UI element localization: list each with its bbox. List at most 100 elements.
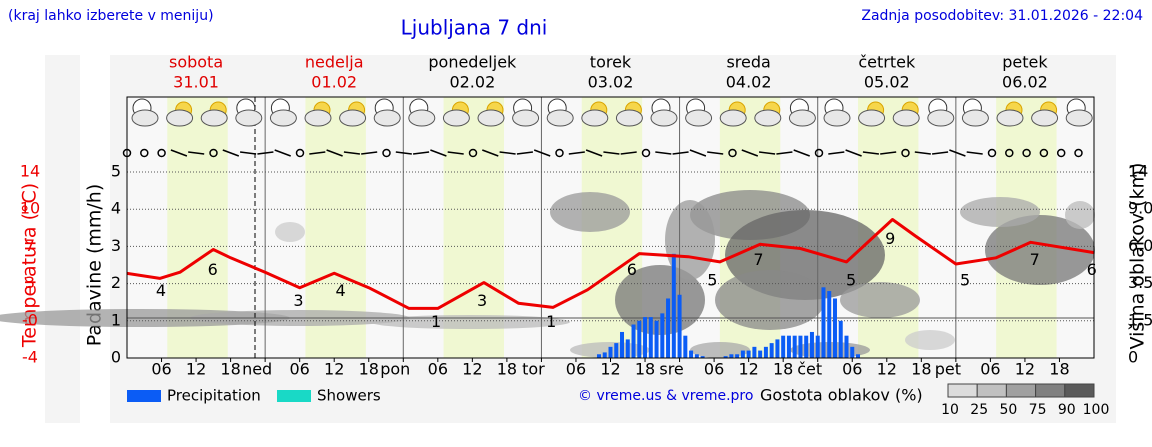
day-name: četrtek — [858, 53, 916, 72]
wind-calm — [901, 148, 910, 158]
temperature-label: 5 — [960, 271, 970, 290]
temperature-label: 1 — [546, 312, 556, 331]
wind-barb — [413, 151, 430, 155]
weather-cloud — [235, 109, 263, 127]
temperature-label: 7 — [753, 250, 763, 269]
wind-barb — [672, 151, 689, 155]
header-note: (kraj lahko izberete v meniju) — [8, 8, 214, 24]
wind-barb — [949, 149, 966, 157]
x-tick-label: 06 — [289, 360, 309, 379]
day-date: 01.02 — [311, 73, 357, 92]
precip-bar — [671, 253, 676, 358]
colorbar-cell — [976, 383, 1007, 398]
day-date: 05.02 — [864, 73, 910, 92]
precip-bar — [631, 324, 636, 358]
precip-bar — [694, 354, 699, 358]
wind-calm — [728, 148, 737, 158]
wind-barb — [862, 151, 879, 155]
wind-calm — [1039, 148, 1049, 158]
precip-bar — [740, 350, 745, 358]
wind-barb — [776, 151, 793, 155]
day-date: 02.02 — [449, 73, 495, 92]
y2-tick-label: 0 — [1128, 348, 1138, 367]
precip-bar — [746, 350, 751, 358]
weather-cloud — [477, 109, 505, 127]
x-tick-label: 18 — [497, 360, 517, 379]
wind-barb — [188, 151, 205, 155]
cloud-blob — [1065, 201, 1095, 229]
weather-cloud — [166, 109, 194, 127]
wind-barb — [533, 149, 551, 157]
precip-bar — [838, 320, 843, 358]
wind-barb — [585, 149, 603, 157]
weather-cloud — [339, 109, 367, 127]
day-date: 04.02 — [726, 73, 772, 92]
weather-cloud — [373, 109, 401, 127]
wind-barb — [966, 151, 983, 155]
wind-calm — [987, 148, 997, 158]
cloud-blob — [275, 222, 305, 242]
temperature-label: 3 — [477, 291, 487, 310]
x-tick-label: 18 — [1049, 360, 1069, 379]
precip-bar — [596, 354, 601, 358]
precip-bar — [723, 356, 728, 358]
x-tick-label: sre — [659, 360, 683, 379]
day-date: 06.02 — [1002, 73, 1048, 92]
precip-bar — [792, 335, 797, 358]
wind-barb — [240, 151, 257, 155]
x-tick-label: pet — [935, 360, 961, 379]
y-axis-label: Padavine (mm/h) — [84, 184, 106, 347]
precip-bar — [775, 339, 780, 358]
wind-calm — [140, 148, 149, 158]
weather-cloud — [996, 109, 1024, 127]
precip-bar — [660, 313, 665, 358]
temperature-label: 3 — [293, 291, 303, 310]
precip-bar — [821, 287, 826, 358]
day-name: ponedeljek — [428, 53, 517, 72]
colorbar-cell — [1064, 383, 1095, 398]
weather-cloud — [858, 109, 886, 127]
x-tick-label: 18 — [773, 360, 793, 379]
precip-bar — [832, 298, 837, 358]
temperature-label: 6 — [627, 260, 637, 279]
precip-bar — [654, 320, 659, 358]
weather-cloud — [719, 109, 747, 127]
legend-swatch — [277, 390, 311, 402]
day-name: nedelja — [305, 53, 364, 72]
precip-bar — [758, 350, 763, 358]
wind-calm — [1056, 148, 1066, 158]
header-updated: Zadnja posodobitev: 31.01.2026 - 22:04 — [861, 8, 1143, 24]
wind-barb — [880, 151, 897, 155]
weather-cloud — [200, 109, 228, 127]
weather-cloud — [269, 109, 297, 127]
wind-barb — [447, 151, 464, 155]
x-tick-label: 06 — [980, 360, 1000, 379]
x-tick-label: 12 — [738, 360, 758, 379]
header-title: Ljubljana 7 dni — [401, 16, 548, 40]
y2-tick-label: 14 — [1128, 162, 1148, 181]
wind-barb — [741, 149, 759, 157]
colorbar-tick-label: 100 — [1083, 402, 1110, 418]
weather-cloud — [685, 109, 713, 127]
colorbar-tick-label: 25 — [970, 402, 988, 418]
temperature-label: 6 — [208, 260, 218, 279]
colorbar-label: Gostota oblakov (%) — [760, 386, 923, 405]
cloud-blob — [690, 342, 750, 358]
precip-bar — [689, 350, 694, 358]
precip-bar — [625, 339, 630, 358]
precip-bar — [781, 335, 786, 358]
temperature-tick-label: 7 — [25, 236, 35, 255]
colorbar-cell — [947, 383, 978, 398]
weather-cloud — [131, 109, 159, 127]
colorbar-tick-label: 75 — [1029, 402, 1047, 418]
wind-barb — [845, 149, 862, 157]
wind-calm — [1022, 148, 1031, 158]
precip-bar — [643, 317, 648, 358]
y-tick-label: 5 — [111, 162, 121, 181]
y2-axis-label: Višina oblakov (km) — [1127, 163, 1149, 350]
precip-bar — [677, 294, 682, 358]
x-tick-label: tor — [522, 360, 545, 379]
plot-frame — [126, 96, 1095, 359]
x-tick-label: 12 — [1015, 360, 1035, 379]
temperature-line — [126, 218, 1095, 310]
